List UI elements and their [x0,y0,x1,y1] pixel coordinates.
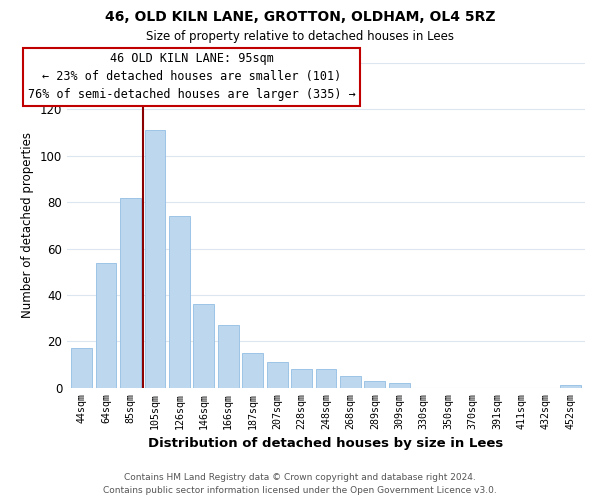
Bar [120,198,141,388]
Bar [96,262,116,388]
X-axis label: Distribution of detached houses by size in Lees: Distribution of detached houses by size … [148,437,503,450]
Bar [389,383,410,388]
Text: Contains HM Land Registry data © Crown copyright and database right 2024.
Contai: Contains HM Land Registry data © Crown c… [103,474,497,495]
Bar [560,386,581,388]
Bar [193,304,214,388]
Text: Size of property relative to detached houses in Lees: Size of property relative to detached ho… [146,30,454,43]
Bar [340,376,361,388]
Bar [267,362,287,388]
Bar [169,216,190,388]
Bar [71,348,92,388]
Bar [364,381,385,388]
Text: 46, OLD KILN LANE, GROTTON, OLDHAM, OL4 5RZ: 46, OLD KILN LANE, GROTTON, OLDHAM, OL4 … [105,10,495,24]
Bar [145,130,166,388]
Bar [218,325,239,388]
Bar [291,369,312,388]
Bar [316,369,337,388]
Y-axis label: Number of detached properties: Number of detached properties [21,132,34,318]
Bar [242,353,263,388]
Text: 46 OLD KILN LANE: 95sqm
← 23% of detached houses are smaller (101)
76% of semi-d: 46 OLD KILN LANE: 95sqm ← 23% of detache… [28,52,355,102]
